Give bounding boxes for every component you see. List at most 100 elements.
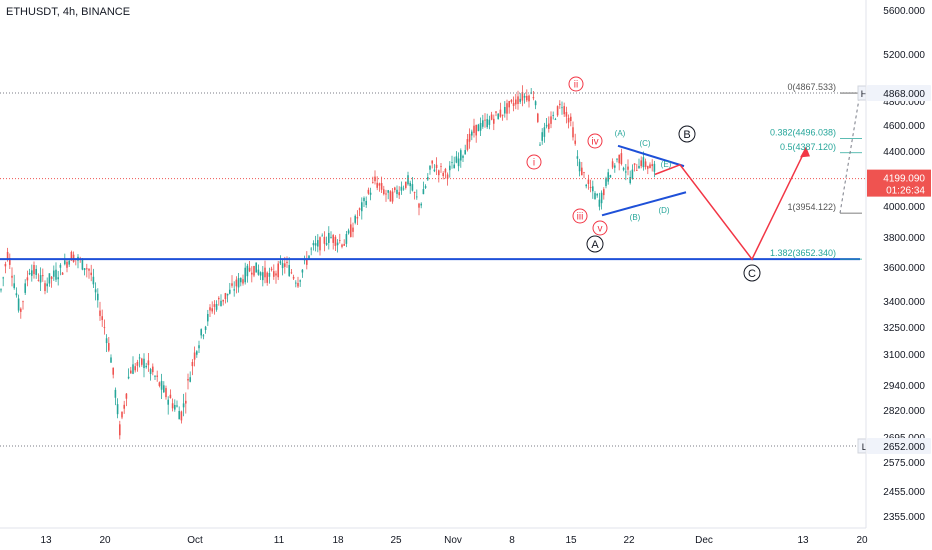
candle-body bbox=[248, 267, 251, 272]
low-price-badge: 2652.000 bbox=[867, 437, 931, 454]
candle-body bbox=[299, 280, 301, 282]
candle-body bbox=[86, 268, 88, 270]
candle-body bbox=[521, 91, 524, 101]
candle-body bbox=[11, 275, 13, 278]
candle-body bbox=[482, 120, 484, 127]
candle-body bbox=[264, 267, 266, 278]
drawings: 0(4867.533) 0.382(4496.038) 0.5(4387.120) 1… bbox=[0, 82, 883, 454]
candle-body bbox=[512, 102, 515, 106]
candle-body bbox=[9, 258, 11, 265]
candle-body bbox=[253, 265, 255, 276]
candle-body bbox=[209, 307, 211, 311]
candle-body bbox=[596, 193, 598, 196]
candle-body bbox=[325, 243, 328, 245]
price-axis[interactable]: 5600.000 5200.000 4800.000 4600.000 4400.000… bbox=[865, 0, 932, 550]
candle-body bbox=[22, 301, 24, 303]
x-tick-label: Nov bbox=[444, 535, 462, 546]
corrective-wave-A: A bbox=[591, 239, 599, 251]
candle-body bbox=[559, 103, 561, 106]
candle-body bbox=[534, 101, 537, 106]
candle-body bbox=[196, 351, 198, 355]
candle-body bbox=[565, 111, 568, 117]
candle-body bbox=[97, 293, 99, 301]
current-price-countdown: 01:26:34 bbox=[886, 186, 925, 197]
candle-body bbox=[167, 399, 169, 405]
x-tick-label: Dec bbox=[695, 535, 713, 546]
candle-body bbox=[413, 192, 416, 193]
candle-body bbox=[598, 199, 601, 207]
fib-level-label: 0.382(4496.038) bbox=[770, 128, 836, 138]
candle-body bbox=[600, 192, 603, 204]
candle-body bbox=[330, 236, 332, 238]
candle-body bbox=[297, 282, 299, 287]
candle-body bbox=[83, 268, 86, 271]
x-tick-label: 20 bbox=[856, 535, 868, 546]
candle-body bbox=[101, 316, 103, 321]
candle-body bbox=[446, 174, 449, 179]
candle-body bbox=[233, 289, 235, 291]
candle-body bbox=[339, 240, 341, 241]
candle-body bbox=[411, 184, 414, 191]
candle-body bbox=[350, 224, 352, 237]
candle-body bbox=[149, 369, 152, 374]
candle-body bbox=[116, 404, 119, 415]
candle-body bbox=[66, 261, 68, 268]
candle-body bbox=[427, 177, 429, 180]
candle-body bbox=[418, 203, 420, 208]
candle-body bbox=[361, 202, 363, 212]
candle-body bbox=[48, 273, 51, 284]
candle-body bbox=[396, 189, 398, 195]
impulse-wave-ii-circle bbox=[568, 76, 584, 92]
candle-body bbox=[523, 95, 526, 98]
candle-body bbox=[306, 258, 308, 265]
candle-body bbox=[17, 298, 20, 311]
candle-body bbox=[240, 278, 242, 283]
candle-body bbox=[365, 200, 367, 206]
candle-body bbox=[130, 370, 132, 374]
candles bbox=[0, 85, 656, 440]
candle-body bbox=[501, 114, 504, 116]
high-price-badge-value: 4868.000 bbox=[883, 89, 925, 100]
candle-body bbox=[281, 263, 284, 269]
candle-body bbox=[453, 164, 455, 169]
x-tick-label: 18 bbox=[332, 535, 344, 546]
candle-body bbox=[292, 276, 295, 279]
candle-body bbox=[567, 117, 570, 123]
impulse-wave-i: i bbox=[533, 158, 535, 169]
candle-body bbox=[552, 114, 554, 116]
candle-body bbox=[94, 289, 97, 293]
impulse-wave-iv: iv bbox=[591, 137, 598, 148]
candle-body bbox=[475, 124, 477, 136]
triangle-upper-line bbox=[617, 144, 685, 168]
candle-body bbox=[462, 155, 464, 158]
candle-body bbox=[594, 193, 596, 200]
candle-body bbox=[460, 150, 462, 161]
candle-body bbox=[163, 385, 165, 393]
candle-body bbox=[270, 268, 273, 270]
time-axis[interactable]: 13 20 Oct 11 18 25 Nov 8 15 22 Dec 13 20 bbox=[0, 527, 868, 546]
candle-body bbox=[609, 175, 612, 178]
corrective-wave-C-circle bbox=[743, 264, 761, 282]
y-tick-label: 3800.000 bbox=[883, 233, 925, 244]
candle-body bbox=[222, 299, 224, 302]
candle-body bbox=[508, 101, 510, 108]
candle-body bbox=[295, 282, 297, 284]
candle-body bbox=[358, 208, 361, 210]
corrective-wave-B-circle bbox=[678, 125, 696, 143]
candle-body bbox=[169, 394, 172, 399]
x-tick-label: Oct bbox=[187, 535, 203, 546]
candle-body bbox=[581, 167, 583, 176]
candle-body bbox=[400, 186, 403, 191]
candle-body bbox=[620, 153, 623, 164]
candle-body bbox=[477, 124, 480, 132]
candle-body bbox=[174, 404, 176, 410]
candle-body bbox=[187, 378, 189, 381]
candle-body bbox=[431, 160, 433, 164]
candle-body bbox=[642, 157, 645, 168]
candle-body bbox=[193, 352, 196, 360]
y-tick-label: 3100.000 bbox=[883, 350, 925, 361]
candle-body bbox=[354, 215, 356, 223]
